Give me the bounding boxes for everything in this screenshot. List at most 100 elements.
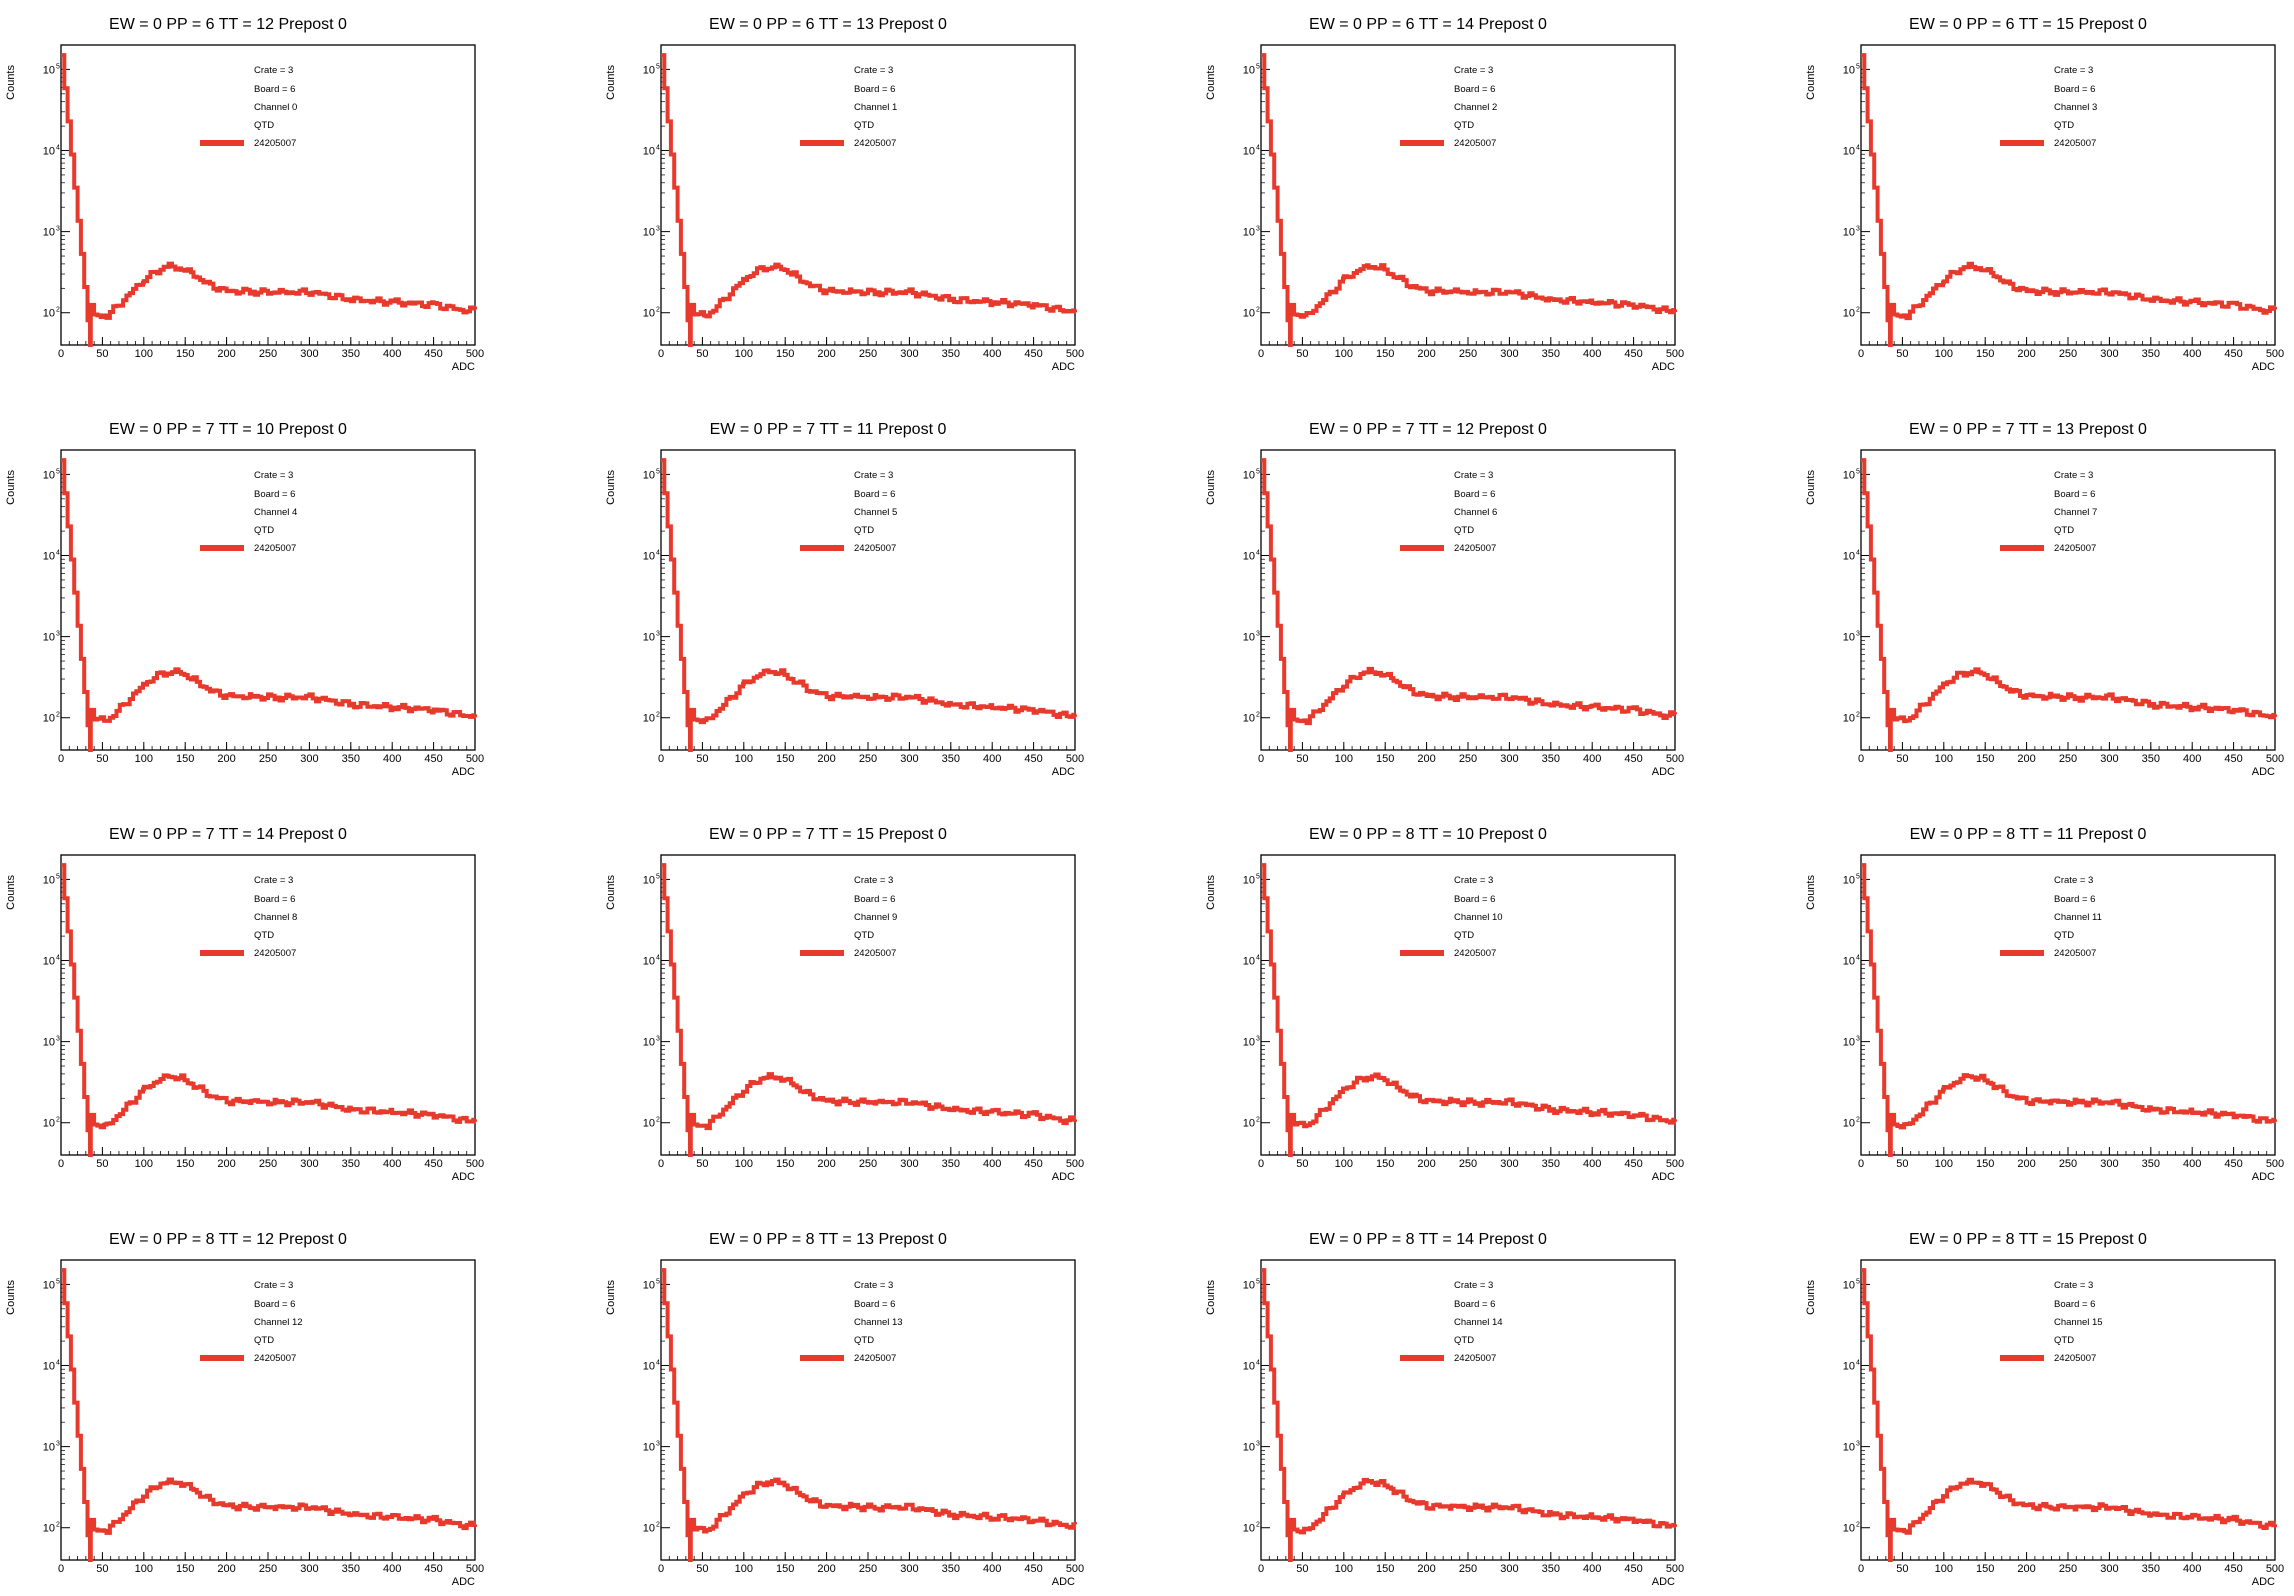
x-tick-label: 200	[1417, 348, 1435, 360]
x-tick-label: 350	[342, 1563, 360, 1575]
y-tick-exponent: 3	[656, 631, 660, 638]
legend-type: QTD	[2054, 930, 2074, 941]
y-axis-label: Counts	[5, 65, 17, 100]
legend-type: QTD	[854, 1335, 874, 1346]
x-tick-label: 350	[2142, 753, 2160, 765]
y-axis-label: Counts	[5, 470, 17, 505]
y-tick-exponent: 5	[656, 873, 660, 880]
x-tick-label: 450	[1624, 1158, 1642, 1170]
x-tick-label: 450	[1624, 1563, 1642, 1575]
legend-crate: Crate = 3	[2054, 875, 2093, 886]
x-tick-label: 50	[1896, 1563, 1908, 1575]
histogram-line	[61, 458, 477, 752]
x-tick-label: 200	[2017, 348, 2035, 360]
x-tick-label: 400	[983, 1563, 1001, 1575]
x-tick-label: 200	[817, 753, 835, 765]
panel-title: EW = 0 PP = 7 TT = 13 Prepost 0	[1909, 421, 2147, 438]
legend-board: Board = 6	[1454, 1299, 1495, 1310]
y-tick-exponent: 3	[656, 1036, 660, 1043]
x-tick-label: 250	[859, 1563, 877, 1575]
legend-run: 24205007	[854, 1353, 896, 1364]
x-tick-label: 500	[1666, 753, 1684, 765]
legend-board: Board = 6	[254, 1299, 295, 1310]
x-tick-label: 400	[983, 753, 1001, 765]
x-tick-label: 250	[2059, 1158, 2077, 1170]
x-tick-label: 250	[2059, 1563, 2077, 1575]
legend-channel: Channel 9	[854, 912, 897, 923]
y-tick-label: 10	[1243, 713, 1255, 725]
x-tick-label: 500	[1666, 1158, 1684, 1170]
x-tick-label: 500	[466, 1158, 484, 1170]
y-tick-exponent: 4	[1256, 955, 1260, 962]
x-tick-label: 200	[817, 1563, 835, 1575]
x-tick-label: 500	[1066, 1158, 1084, 1170]
y-tick-label: 10	[643, 713, 655, 725]
y-tick-exponent: 3	[1256, 1441, 1260, 1448]
x-tick-label: 100	[735, 1158, 753, 1170]
x-tick-label: 150	[776, 1563, 794, 1575]
x-tick-label: 150	[176, 348, 194, 360]
y-tick-label: 10	[43, 227, 55, 239]
legend-type: QTD	[2054, 1335, 2074, 1346]
legend-run: 24205007	[1454, 1353, 1496, 1364]
y-tick-exponent: 2	[1856, 1522, 1860, 1529]
histogram-line	[1861, 458, 2277, 752]
y-axis-label: Counts	[1205, 470, 1217, 505]
x-tick-label: 200	[2017, 1158, 2035, 1170]
x-tick-label: 0	[1858, 348, 1864, 360]
histogram-line	[1261, 863, 1677, 1157]
panel-title: EW = 0 PP = 7 TT = 12 Prepost 0	[1309, 421, 1547, 438]
x-tick-label: 300	[1500, 753, 1518, 765]
x-tick-label: 400	[383, 1158, 401, 1170]
y-tick-exponent: 3	[1256, 631, 1260, 638]
x-tick-label: 150	[1376, 753, 1394, 765]
y-tick-label: 10	[43, 1279, 55, 1291]
legend-crate: Crate = 3	[1454, 875, 1493, 886]
panel-title: EW = 0 PP = 7 TT = 11 Prepost 0	[710, 421, 947, 438]
x-axis-label: ADC	[452, 1576, 475, 1588]
y-tick-label: 10	[43, 1037, 55, 1049]
x-tick-label: 450	[2224, 753, 2242, 765]
x-tick-label: 100	[1935, 348, 1953, 360]
legend-type: QTD	[854, 120, 874, 131]
histogram-line	[61, 53, 477, 347]
y-tick-label: 10	[643, 551, 655, 563]
x-tick-label: 350	[342, 753, 360, 765]
legend-channel: Channel 13	[854, 1317, 903, 1328]
x-tick-label: 450	[1024, 348, 1042, 360]
x-tick-label: 300	[900, 753, 918, 765]
y-tick-exponent: 5	[56, 63, 60, 70]
legend-type: QTD	[854, 930, 874, 941]
x-tick-label: 500	[2266, 1158, 2284, 1170]
y-tick-exponent: 4	[1856, 1360, 1860, 1367]
x-tick-label: 400	[1583, 348, 1601, 360]
x-axis-label: ADC	[2252, 766, 2275, 778]
legend-type: QTD	[2054, 120, 2074, 131]
legend-crate: Crate = 3	[1454, 65, 1493, 76]
y-tick-exponent: 5	[1856, 873, 1860, 880]
x-tick-label: 450	[424, 1158, 442, 1170]
y-tick-exponent: 4	[56, 955, 60, 962]
y-axis-label: Counts	[1205, 875, 1217, 910]
y-tick-exponent: 3	[1856, 1441, 1860, 1448]
y-tick-label: 10	[43, 1523, 55, 1535]
y-tick-exponent: 3	[56, 1036, 60, 1043]
legend-crate: Crate = 3	[254, 470, 293, 481]
x-tick-label: 0	[58, 753, 64, 765]
y-axis-label: Counts	[1805, 65, 1817, 100]
x-tick-label: 350	[342, 348, 360, 360]
y-tick-exponent: 2	[656, 307, 660, 314]
y-tick-label: 10	[1843, 1442, 1855, 1454]
x-tick-label: 100	[1335, 348, 1353, 360]
x-axis-label: ADC	[1652, 1576, 1675, 1588]
x-tick-label: 100	[135, 753, 153, 765]
x-tick-label: 450	[1624, 753, 1642, 765]
legend-crate: Crate = 3	[254, 1280, 293, 1291]
x-axis-label: ADC	[1652, 1171, 1675, 1183]
legend-channel: Channel 8	[254, 912, 297, 923]
legend-type: QTD	[254, 930, 274, 941]
legend-run: 24205007	[2054, 138, 2096, 149]
legend-channel: Channel 10	[1454, 912, 1503, 923]
x-axis-label: ADC	[452, 766, 475, 778]
y-tick-label: 10	[1843, 713, 1855, 725]
